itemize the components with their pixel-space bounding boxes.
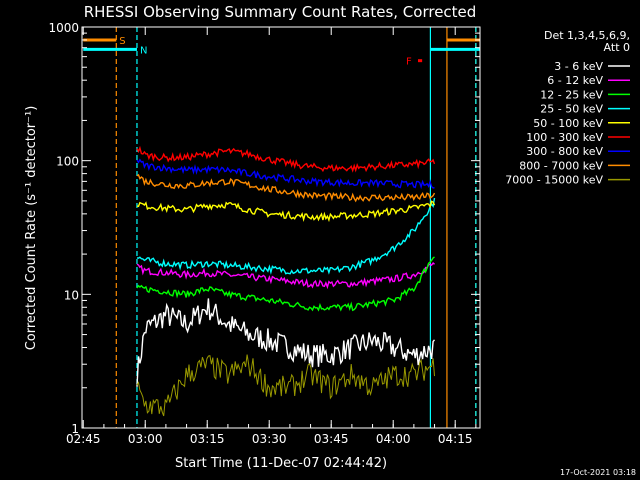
series-line-1 [136, 261, 435, 290]
y-axis: 1 10 100 1000 [48, 21, 480, 436]
legend-label-1: 6 - 12 keV [547, 74, 603, 87]
series-line-2 [136, 256, 435, 312]
series-line-5 [136, 145, 436, 173]
x-tick-label-0: 02:45 [66, 432, 101, 446]
legend-label-7: 800 - 7000 keV [519, 159, 603, 172]
legend-label-3: 25 - 50 keV [540, 103, 603, 116]
legend-label-5: 100 - 300 keV [526, 131, 603, 144]
y-tick-label-3: 1000 [48, 21, 79, 35]
y-tick-label-1: 10 [64, 288, 79, 302]
x-axis-label: Start Time (11-Dec-07 02:44:42) [175, 456, 387, 471]
legend-label-2: 12 - 25 keV [540, 88, 603, 101]
plot-frame [81, 26, 481, 429]
marker-label-N: N [140, 45, 147, 56]
x-axis: 02:45 03:00 03:15 03:30 03:45 04:00 04:15 [66, 27, 477, 446]
x-tick-label-4: 03:45 [314, 432, 349, 446]
y-tick-label-2: 100 [56, 155, 79, 169]
x-tick-label-3: 03:30 [252, 432, 287, 446]
footer-date: 17-Oct-2021 03:18 [560, 468, 636, 477]
y-tick-label-0: 1 [71, 422, 79, 436]
series-line-8 [136, 354, 435, 417]
series-line-6 [136, 158, 435, 190]
x-tick-label-5: 04:00 [376, 432, 411, 446]
x-tick-label-6: 04:15 [438, 432, 473, 446]
y-axis-label: Corrected Count Rate (s⁻¹ detector⁻¹) [24, 106, 39, 351]
series-line-3 [136, 197, 436, 275]
legend-label-8: 7000 - 15000 keV [505, 174, 603, 187]
marker-label-S: S [119, 36, 125, 47]
legend-label-4: 50 - 100 keV [533, 117, 603, 130]
legend-title-1: Att 0 [604, 41, 630, 54]
x-tick-label-1: 03:00 [128, 432, 163, 446]
legend-label-0: 3 - 6 keV [554, 60, 603, 73]
series-line-4 [136, 200, 436, 223]
chart-title: RHESSI Observing Summary Count Rates, Co… [84, 3, 477, 21]
series-line-7 [136, 173, 436, 203]
marker-label-F: F [406, 57, 412, 68]
legend-label-6: 300 - 800 keV [526, 145, 603, 158]
legend-title-0: Det 1,3,4,5,6,9, [544, 29, 630, 42]
x-tick-label-2: 03:15 [190, 432, 225, 446]
series-line-0 [136, 298, 436, 387]
